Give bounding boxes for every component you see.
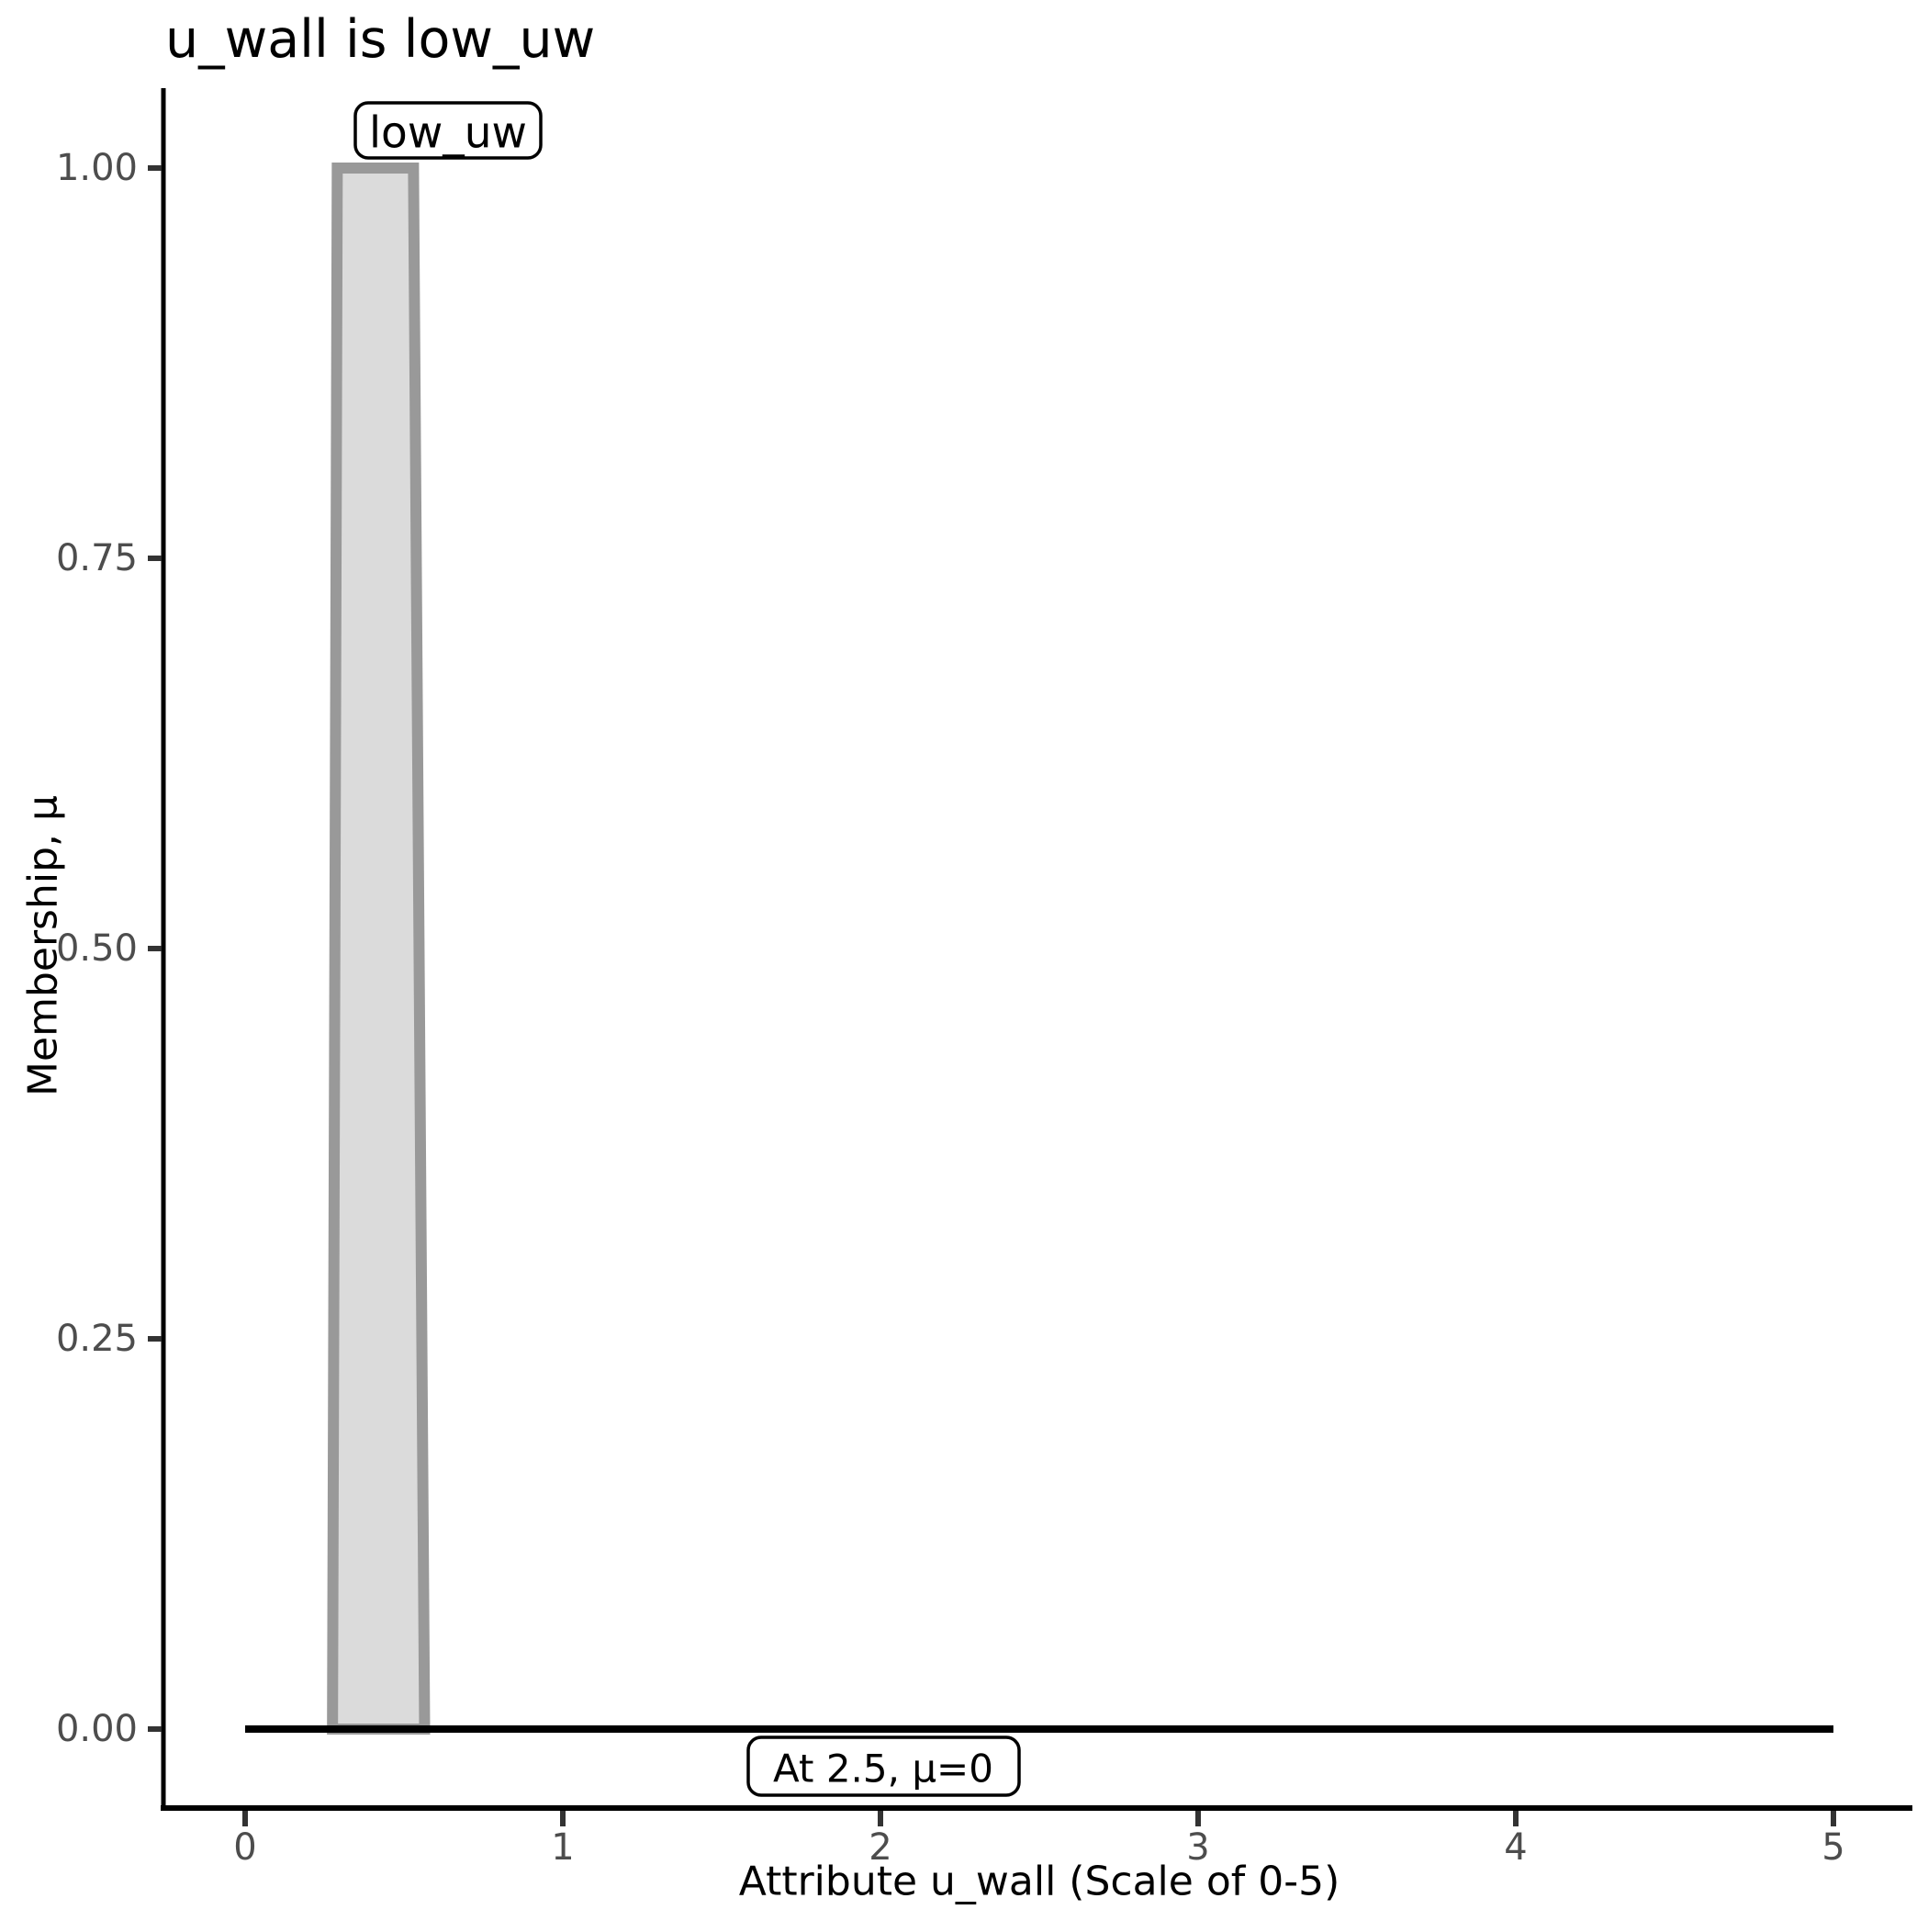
y-tick-label: 0.00 [56,1708,138,1750]
y-tick-label: 0.75 [56,537,138,579]
annotation-evaluation: At 2.5, μ=0 [746,1735,1021,1797]
x-tick-label: 5 [1822,1826,1844,1869]
annotation-low-uw-box [353,101,543,160]
y-tick-label: 0.50 [56,927,138,970]
annotation-low-uw-label: low_uw [369,108,527,159]
x-tick-label: 4 [1504,1826,1527,1869]
x-axis-title: Attribute u_wall (Scale of 0-5) [739,1859,1340,1905]
y-axis-ticks: 0.00 0.25 0.50 0.75 1.00 [56,147,162,1750]
x-tick-label: 1 [551,1826,574,1869]
annotation-evaluation-label: At 2.5, μ=0 [773,1747,993,1792]
x-tick-label: 2 [869,1826,891,1869]
annotation-low-uw: low_uw [353,101,543,160]
membership-function-polygon [327,163,431,1735]
x-tick-label: 3 [1186,1826,1209,1869]
y-tick-label: 1.00 [56,147,138,189]
y-axis-title: Membership, μ [20,795,67,1096]
x-tick-label: 0 [233,1826,256,1869]
plot-title: u_wall is low_uw [165,9,595,70]
x-axis-ticks: 0 1 2 3 4 5 [233,1811,1845,1869]
annotation-evaluation-box [746,1735,1021,1797]
y-tick-label: 0.25 [56,1318,138,1360]
